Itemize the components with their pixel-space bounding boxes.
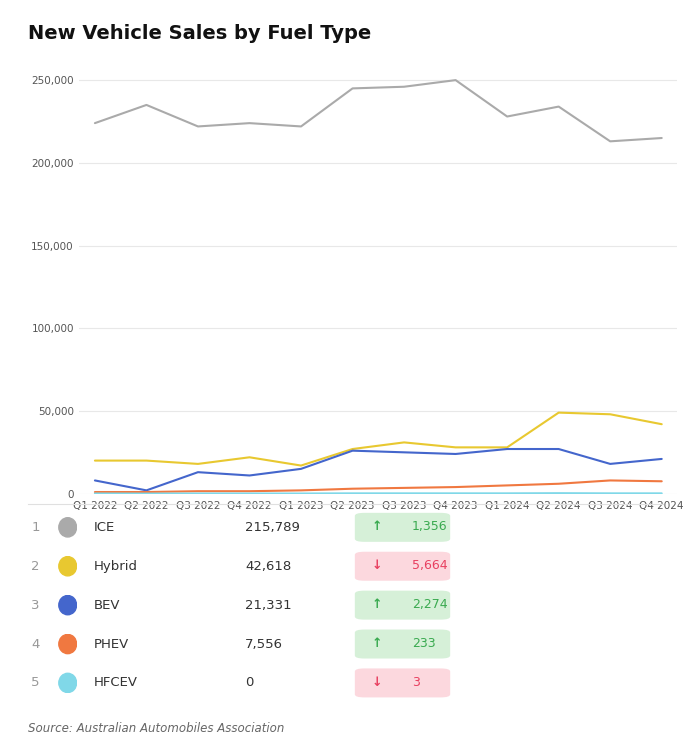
Text: 2: 2 bbox=[31, 560, 39, 573]
Text: ICE: ICE bbox=[93, 521, 115, 534]
Text: New Vehicle Sales by Fuel Type: New Vehicle Sales by Fuel Type bbox=[28, 24, 371, 43]
Text: 1,356: 1,356 bbox=[412, 521, 448, 533]
Text: 3: 3 bbox=[412, 676, 420, 689]
FancyBboxPatch shape bbox=[355, 552, 451, 580]
Circle shape bbox=[59, 518, 77, 537]
Circle shape bbox=[59, 673, 77, 693]
Text: 215,789: 215,789 bbox=[245, 521, 300, 534]
Text: ↑: ↑ bbox=[372, 521, 382, 533]
Text: 0: 0 bbox=[245, 676, 254, 690]
Text: 4: 4 bbox=[31, 637, 39, 651]
Text: 7,556: 7,556 bbox=[245, 637, 283, 651]
Text: 2,274: 2,274 bbox=[412, 598, 448, 611]
Circle shape bbox=[59, 634, 77, 654]
Text: 3: 3 bbox=[31, 598, 39, 612]
Circle shape bbox=[59, 595, 77, 615]
FancyBboxPatch shape bbox=[355, 513, 451, 542]
Text: Hybrid: Hybrid bbox=[93, 560, 138, 573]
Text: ↑: ↑ bbox=[372, 598, 382, 611]
Text: PHEV: PHEV bbox=[93, 637, 129, 651]
Text: 1: 1 bbox=[31, 521, 39, 534]
FancyBboxPatch shape bbox=[355, 630, 451, 658]
Text: HFCEV: HFCEV bbox=[93, 676, 138, 690]
Text: BEV: BEV bbox=[93, 598, 120, 612]
Text: ↓: ↓ bbox=[372, 560, 382, 572]
Text: 5: 5 bbox=[31, 676, 39, 690]
FancyBboxPatch shape bbox=[355, 591, 451, 619]
FancyBboxPatch shape bbox=[355, 669, 451, 697]
Text: 21,331: 21,331 bbox=[245, 598, 292, 612]
Text: Source: Australian Automobiles Association: Source: Australian Automobiles Associati… bbox=[28, 722, 284, 735]
Text: ↓: ↓ bbox=[372, 676, 382, 689]
Text: ↑: ↑ bbox=[372, 637, 382, 650]
Text: 5,664: 5,664 bbox=[412, 560, 448, 572]
Text: 233: 233 bbox=[412, 637, 435, 650]
Circle shape bbox=[59, 557, 77, 576]
Text: 42,618: 42,618 bbox=[245, 560, 292, 573]
